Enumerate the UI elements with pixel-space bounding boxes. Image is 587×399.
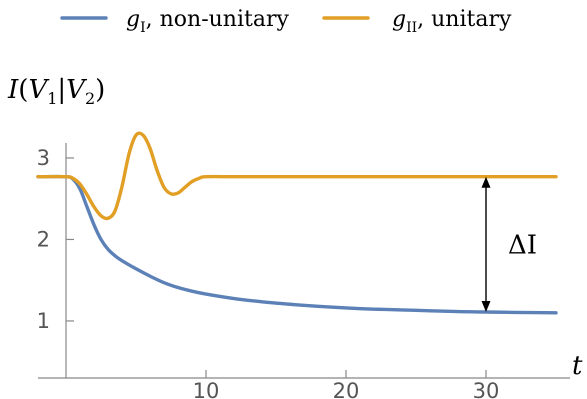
delta-arrowhead-bottom (481, 300, 491, 312)
ticks: 10 20 30 1 2 3 (37, 146, 500, 399)
y-axis-label: I(V1|V2) (7, 75, 105, 108)
legend-main-unitary: g (392, 7, 406, 32)
legend-rest-unitary: , unitary (417, 7, 512, 32)
y-tick-label: 3 (37, 146, 50, 170)
legend-rest-non-unitary: , non-unitary (146, 7, 290, 32)
legend-entry-non-unitary[interactable]: gI, non-unitary (60, 7, 289, 36)
legend-sub-non-unitary: I (140, 20, 146, 36)
series-line-non-unitary (36, 174, 558, 315)
y-tick-label: 2 (37, 227, 50, 251)
legend-sub-unitary: II (406, 20, 417, 36)
legend-label-non-unitary: gI, non-unitary (126, 7, 289, 36)
legend-label-unitary: gII, unitary (392, 7, 512, 36)
y-tick-label: 1 (37, 309, 50, 333)
x-axis-label: t (572, 351, 583, 381)
series-line-unitary (36, 131, 558, 221)
delta-arrowhead-top (481, 176, 491, 188)
x-tick-label: 20 (333, 379, 360, 399)
legend-entry-unitary[interactable]: gII, unitary (322, 7, 512, 36)
delta-label: ΔI (508, 230, 537, 260)
delta-annotation: ΔI (481, 176, 537, 312)
x-tick-label: 30 (473, 379, 500, 399)
legend: gI, non-unitary gII, unitary (60, 7, 512, 36)
x-tick-label: 10 (193, 379, 220, 399)
delta-label-text: ΔI (508, 230, 537, 260)
legend-main-non-unitary: g (126, 7, 140, 32)
